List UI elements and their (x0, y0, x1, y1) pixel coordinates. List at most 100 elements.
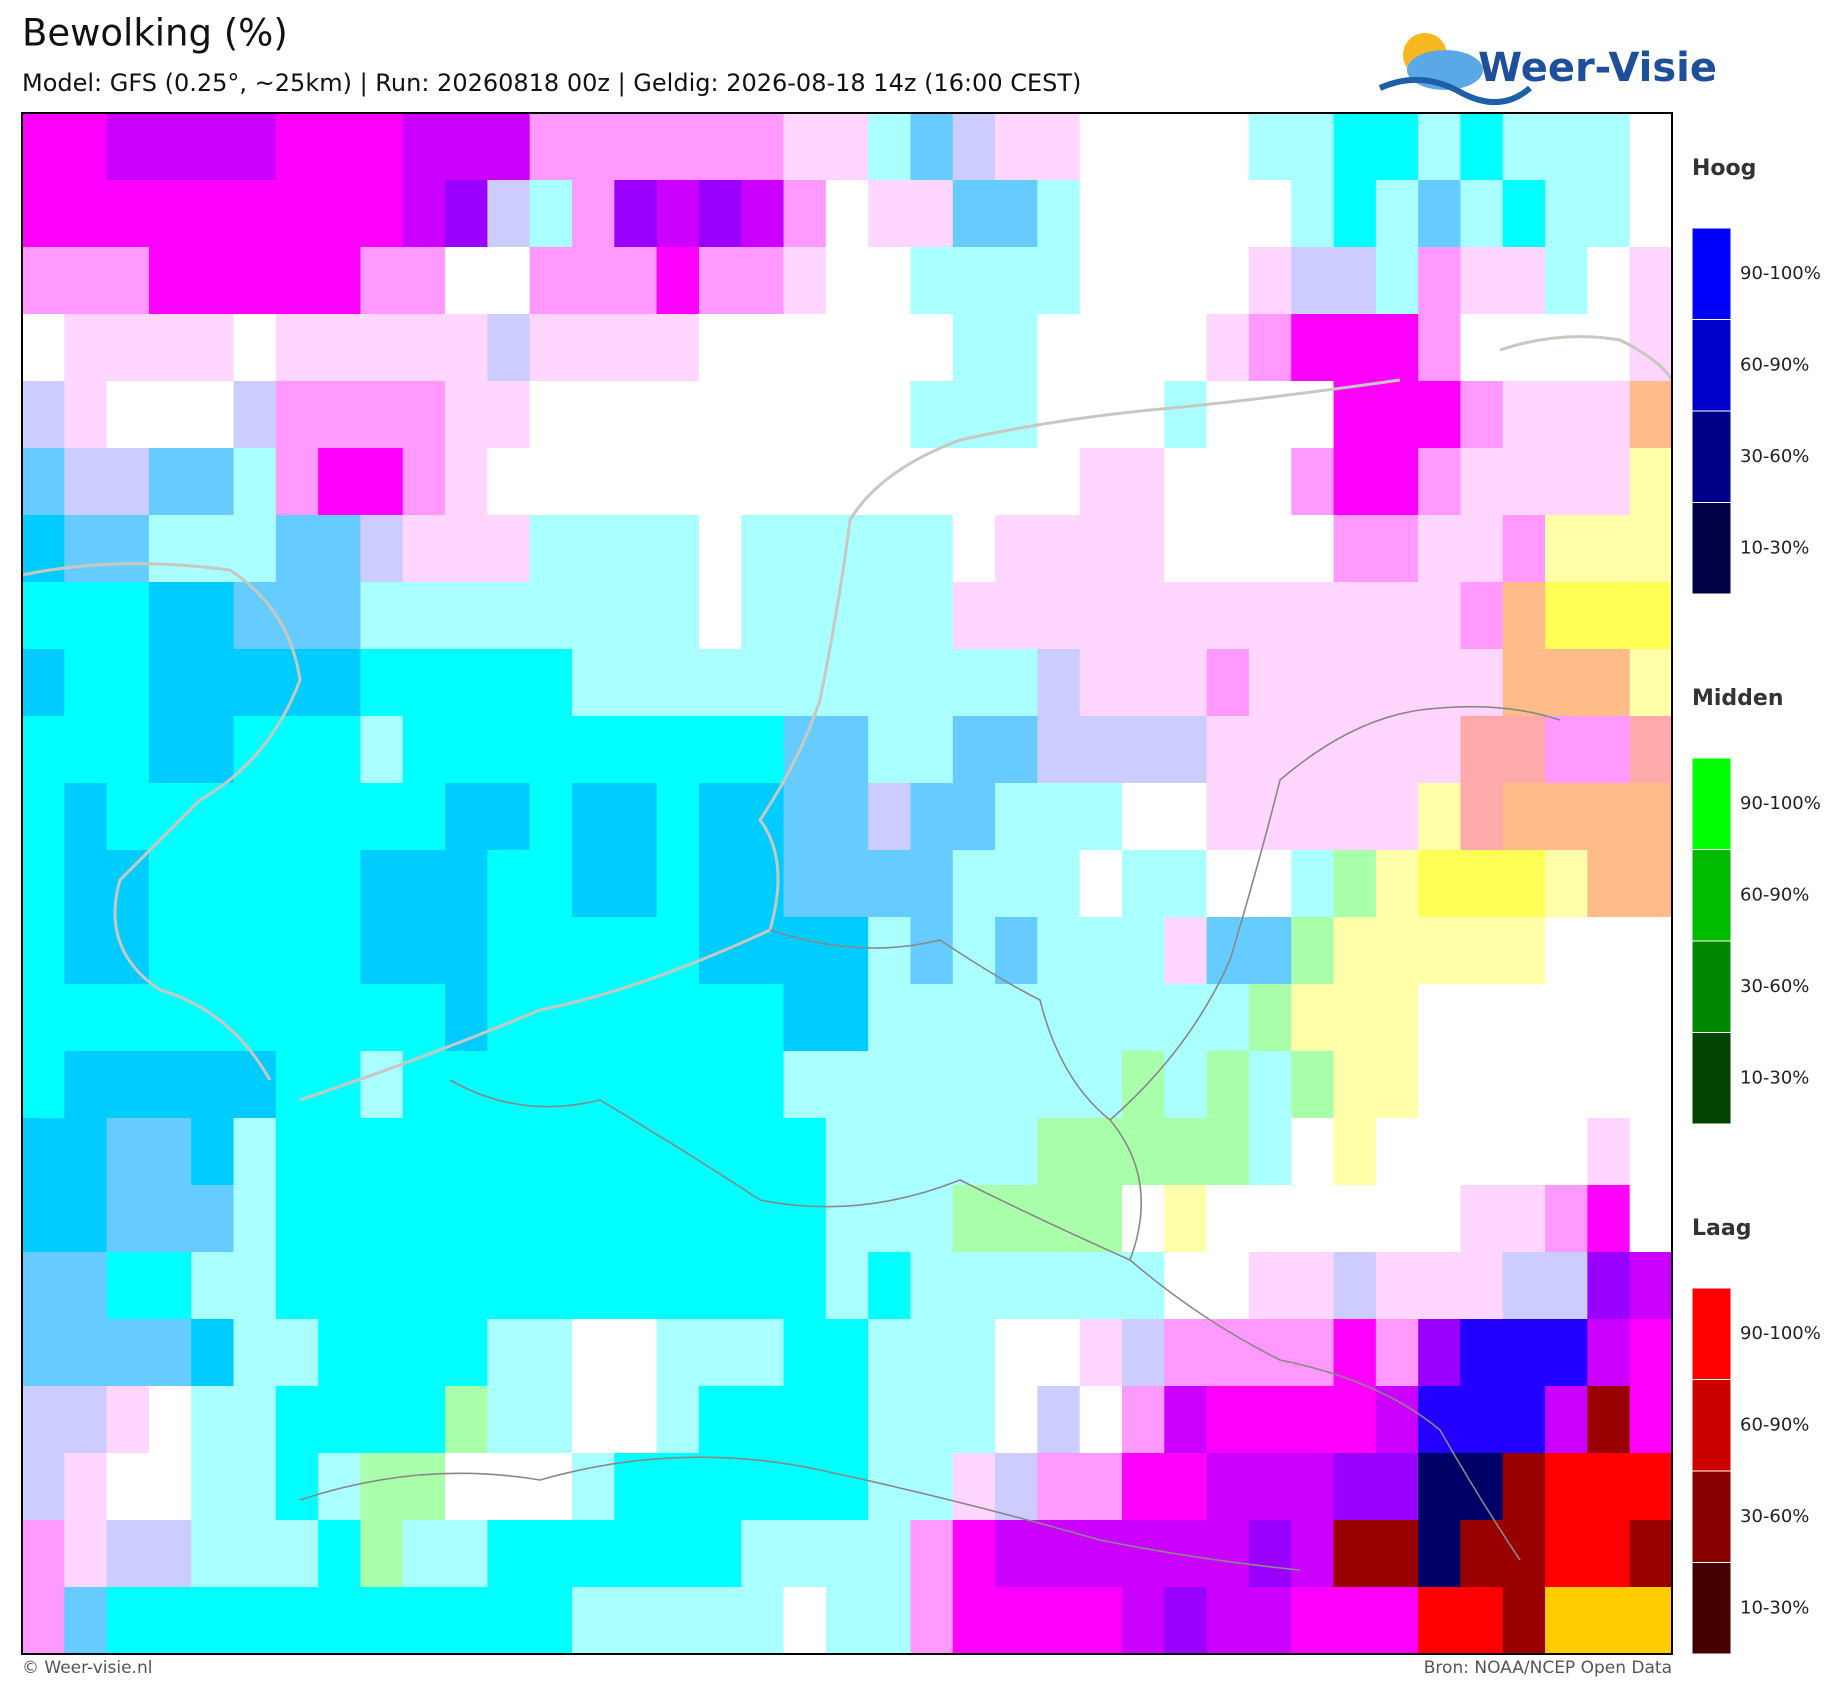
cloud-cell (233, 1185, 277, 1253)
cloud-cell (1333, 1386, 1377, 1454)
cloud-cell (1375, 247, 1419, 315)
cloud-cell (1502, 850, 1546, 918)
cloud-cell (614, 1185, 658, 1253)
cloud-cell (825, 381, 869, 449)
footer-right: Bron: NOAA/NCEP Open Data (1424, 1658, 1672, 1678)
cloud-cell (1291, 1587, 1335, 1655)
cloud-cell (1545, 984, 1588, 1052)
cloud-cell (402, 1252, 446, 1320)
cloud-cell (22, 247, 65, 315)
cloud-cell (868, 716, 911, 784)
cloud-cell (64, 984, 108, 1052)
cloud-cell (1291, 1520, 1335, 1588)
cloud-cell (233, 314, 277, 382)
cloud-cell (106, 582, 150, 650)
cloud-cell (1587, 113, 1631, 181)
cloud-cell (783, 1051, 827, 1119)
cloud-cell (529, 850, 573, 918)
cloud-cell (910, 1520, 954, 1588)
cloud-cell (952, 1252, 996, 1320)
cloud-cell (191, 1520, 235, 1588)
legend-label: 30-60% (1740, 976, 1809, 997)
cloud-cell (318, 716, 361, 784)
cloud-cell (783, 247, 827, 315)
cloud-cell (952, 448, 996, 516)
cloud-cell (698, 247, 742, 315)
cloud-cell (868, 113, 911, 181)
cloud-cell (1418, 1319, 1461, 1387)
cloud-cell (1418, 582, 1461, 650)
cloud-cell (22, 1252, 65, 1320)
cloud-cell (1248, 1587, 1292, 1655)
cloud-cell (698, 1252, 742, 1320)
cloud-cell (275, 1185, 319, 1253)
cloud-cell (1629, 1051, 1673, 1119)
cloud-cell (191, 1252, 235, 1320)
cloud-cell (1587, 381, 1631, 449)
cloud-cell (64, 649, 108, 717)
cloud-cell (614, 1051, 658, 1119)
cloud-cell (825, 850, 869, 918)
cloud-cell (1502, 1587, 1546, 1655)
cloud-cell (614, 1386, 658, 1454)
cloud-cell (1206, 649, 1250, 717)
cloud-cell (529, 515, 573, 583)
cloud-cell (1545, 1319, 1588, 1387)
cloud-cell (1375, 1185, 1419, 1253)
cloud-cell (1037, 1252, 1081, 1320)
cloud-cell (741, 314, 785, 382)
cloud-cell (1545, 381, 1588, 449)
cloud-cell (698, 1520, 742, 1588)
cloud-cell (191, 381, 235, 449)
cloud-cell (952, 783, 996, 851)
cloud-cell (1122, 1587, 1165, 1655)
cloud-cell (783, 1453, 827, 1521)
cloud-cell (1206, 1319, 1250, 1387)
cloud-cell (22, 113, 65, 181)
cloud-cell (995, 1386, 1038, 1454)
cloud-cell (1291, 1051, 1335, 1119)
cloud-cell (360, 984, 404, 1052)
cloud-cell (445, 247, 488, 315)
cloud-cell (910, 1118, 954, 1186)
cloud-cell (1122, 1252, 1165, 1320)
cloud-cell (656, 314, 700, 382)
cloud-cell (1037, 448, 1081, 516)
cloud-cell (1291, 1319, 1335, 1387)
cloud-cell (910, 1587, 954, 1655)
cloud-cell (1333, 515, 1377, 583)
cloud-cell (1333, 649, 1377, 717)
cloud-cell (1375, 716, 1419, 784)
logo-text: Weer-Visie (1478, 45, 1717, 91)
cloud-cell (910, 1252, 954, 1320)
legend-swatch (1691, 1379, 1732, 1472)
legend-swatch (1691, 410, 1732, 503)
cloud-cell (995, 850, 1038, 918)
cloud-cell (1164, 917, 1208, 985)
cloud-cell (995, 917, 1038, 985)
cloud-cell (741, 1252, 785, 1320)
cloud-cell (1037, 783, 1081, 851)
cloud-cell (1291, 1386, 1335, 1454)
cloud-cell (318, 1118, 361, 1186)
cloud-cell (1164, 1118, 1208, 1186)
cloud-cell (783, 1319, 827, 1387)
cloud-cell (1587, 1051, 1631, 1119)
cloud-cell (22, 448, 65, 516)
legend-swatch (1691, 849, 1732, 942)
cloud-cell (1375, 314, 1419, 382)
cloud-cell (1587, 1386, 1631, 1454)
cloud-cell (1333, 180, 1377, 248)
legend-label: 60-90% (1740, 884, 1809, 905)
cloud-cell (1291, 917, 1335, 985)
cloud-cell (22, 1587, 65, 1655)
cloud-grid (22, 113, 1673, 1655)
cloud-cell (1629, 917, 1673, 985)
cloud-cell (360, 247, 404, 315)
legend-label: 10-30% (1740, 1597, 1809, 1618)
cloud-cell (741, 582, 785, 650)
cloud-cell (656, 515, 700, 583)
cloud-cell (529, 314, 573, 382)
cloud-cell (1418, 1386, 1461, 1454)
cloud-cell (487, 180, 531, 248)
